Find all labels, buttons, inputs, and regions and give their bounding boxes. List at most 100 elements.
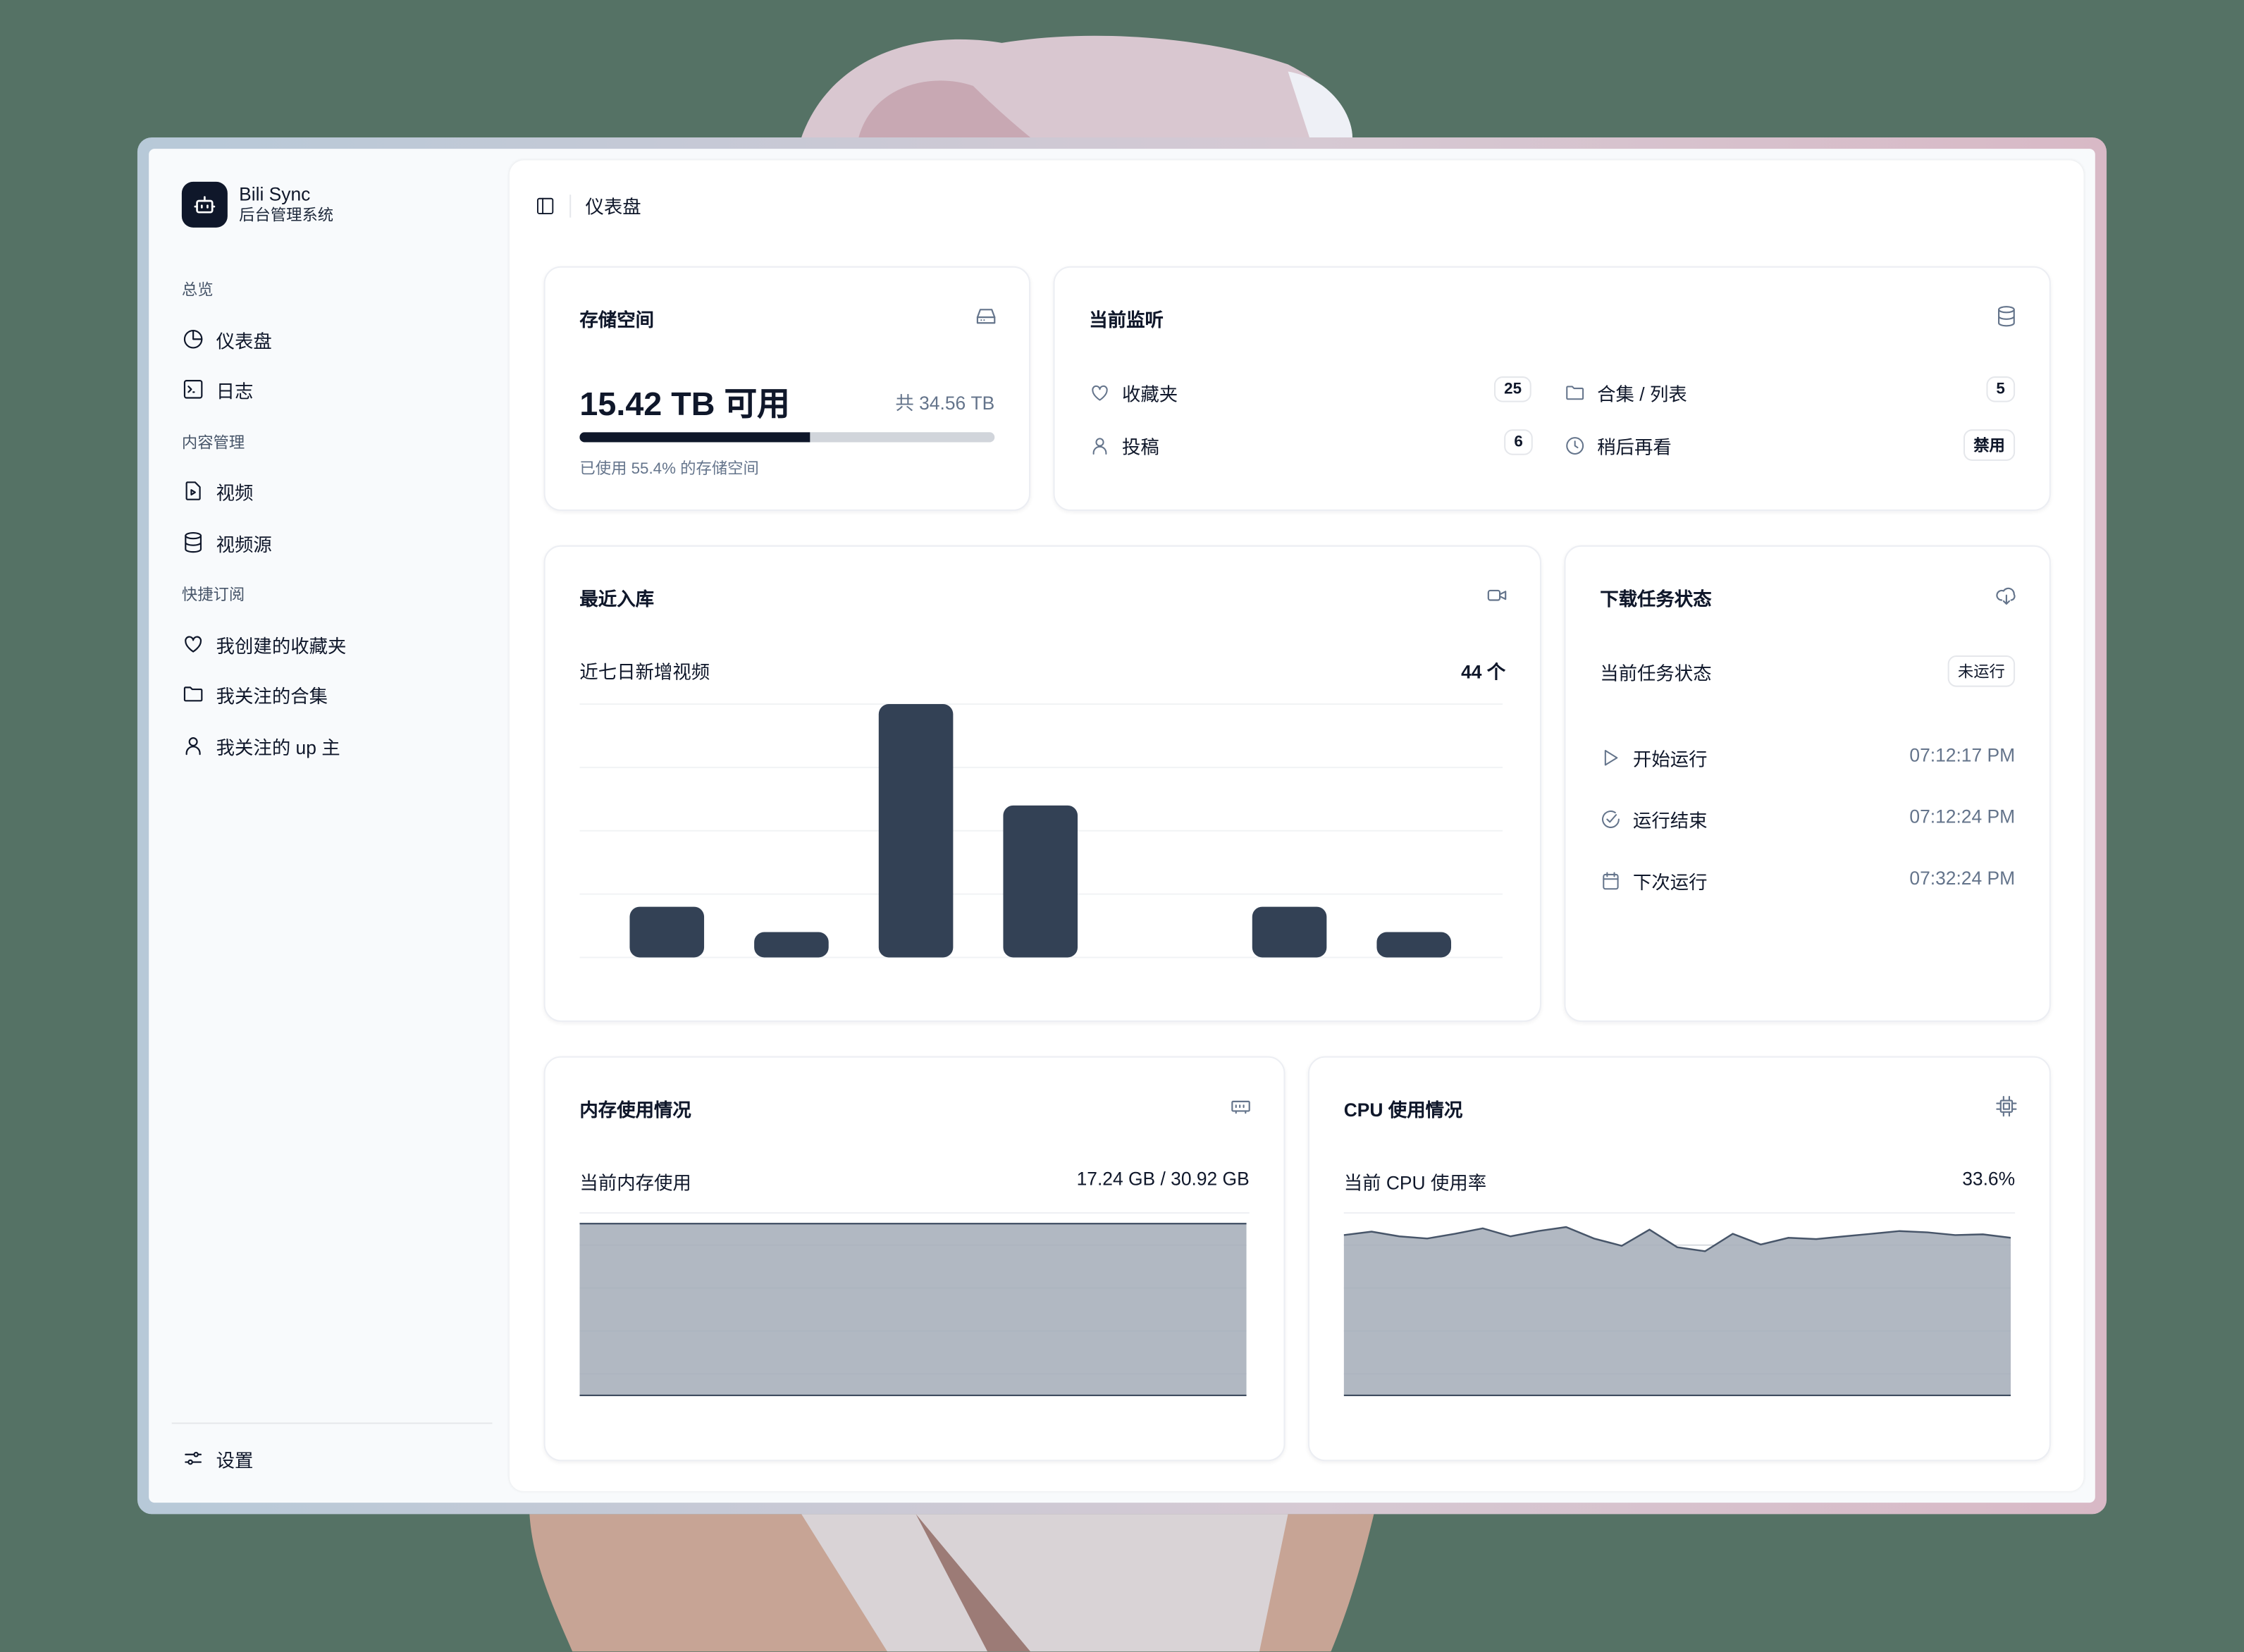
task-status-card: 下载任务状态 当前任务状态 未运行 开始运行 07:12:17 PM 运行结束 … bbox=[1564, 545, 2051, 1022]
card-title: 存储空间 bbox=[579, 309, 655, 331]
sidebar-divider bbox=[171, 1422, 493, 1424]
task-row-start: 开始运行 bbox=[1600, 744, 1708, 772]
group-label-subscriptions: 快捷订阅 bbox=[181, 586, 245, 604]
app-window: Bili Sync 后台管理系统 总览 仪表盘 日志 内容管理 视频 bbox=[137, 137, 2107, 1515]
area-line bbox=[1343, 1226, 2011, 1252]
check-circle-icon bbox=[1602, 810, 1620, 828]
task-row-end: 运行结束 bbox=[1600, 806, 1708, 833]
bar bbox=[754, 932, 829, 958]
video-camera-icon bbox=[1487, 589, 1507, 601]
memory-stick-icon bbox=[1231, 1100, 1250, 1114]
card-title: 当前监听 bbox=[1089, 309, 1164, 331]
sidebar-item-settings[interactable]: 设置 bbox=[182, 1441, 254, 1476]
sidebar-item-followed-collections[interactable]: 我关注的合集 bbox=[182, 677, 328, 711]
task-end-time: 07:12:24 PM bbox=[1909, 806, 2016, 827]
cpu-label: 当前 CPU 使用率 bbox=[1343, 1172, 1487, 1194]
bar bbox=[629, 906, 705, 958]
bar bbox=[1003, 805, 1078, 958]
user-icon bbox=[185, 737, 201, 756]
app-name: Bili Sync bbox=[239, 183, 311, 205]
group-label-content: 内容管理 bbox=[181, 435, 245, 452]
cpu-value: 33.6% bbox=[1962, 1167, 2016, 1190]
monitor-label: 合集 / 列表 bbox=[1597, 383, 1687, 405]
breadcrumb: 仪表盘 bbox=[585, 196, 641, 218]
sidebar-item-logs[interactable]: 日志 bbox=[182, 372, 254, 407]
sidebar-item-label: 我创建的收藏夹 bbox=[216, 634, 347, 657]
sidebar-item-label: 视频 bbox=[216, 481, 254, 503]
monitor-count-badge: 6 bbox=[1504, 429, 1534, 455]
task-row-label: 开始运行 bbox=[1632, 748, 1708, 770]
card-title: CPU 使用情况 bbox=[1343, 1099, 1463, 1121]
storage-used-text: 已使用 55.4% 的存储空间 bbox=[579, 460, 759, 479]
sidebar-item-label: 我关注的 up 主 bbox=[216, 736, 340, 758]
divider bbox=[1343, 1212, 2016, 1214]
task-row-label: 运行结束 bbox=[1632, 810, 1708, 832]
file-video-icon bbox=[185, 481, 201, 500]
area-fill bbox=[1343, 1227, 2011, 1395]
cpu-icon bbox=[1996, 1096, 2017, 1117]
task-start-time: 07:12:17 PM bbox=[1909, 744, 2016, 766]
folder-icon bbox=[183, 686, 203, 702]
recent-count: 44 个 bbox=[1461, 661, 1506, 683]
sidebar-item-followed-uploaders[interactable]: 我关注的 up 主 bbox=[182, 729, 340, 763]
monitor-label: 收藏夹 bbox=[1121, 383, 1178, 405]
storage-available: 15.42 TB 可用 bbox=[579, 385, 790, 423]
main-content: 仪表盘 存储空间 15.42 TB 可用 共 34.56 TB 已使用 55.4… bbox=[509, 160, 2084, 1491]
monitor-card: 当前监听 收藏夹 25 合集 / 列表 5 投稿 6 bbox=[1053, 266, 2051, 511]
storage-card: 存储空间 15.42 TB 可用 共 34.56 TB 已使用 55.4% 的存… bbox=[543, 266, 1031, 511]
memory-label: 当前内存使用 bbox=[579, 1172, 691, 1194]
sidebar-toggle-icon[interactable] bbox=[535, 195, 555, 215]
card-title: 下载任务状态 bbox=[1600, 588, 1712, 610]
task-row-next: 下次运行 bbox=[1600, 868, 1708, 895]
clock-icon bbox=[1566, 437, 1584, 455]
cpu-card: CPU 使用情况 当前 CPU 使用率 33.6% bbox=[1307, 1056, 2051, 1462]
database-icon bbox=[185, 531, 202, 553]
monitor-label: 投稿 bbox=[1121, 436, 1159, 458]
sidebar-item-label: 仪表盘 bbox=[216, 330, 272, 352]
memory-card: 内存使用情况 当前内存使用 17.24 GB / 30.92 GB bbox=[543, 1056, 1286, 1462]
card-title: 最近入库 bbox=[579, 588, 655, 610]
sidebar-item-label: 日志 bbox=[216, 380, 254, 402]
storage-progress-fill bbox=[579, 432, 810, 443]
brand[interactable]: Bili Sync 后台管理系统 bbox=[181, 181, 334, 228]
storage-progress bbox=[579, 432, 995, 443]
memory-value: 17.24 GB / 30.92 GB bbox=[1076, 1167, 1250, 1190]
cloud-download-icon bbox=[1996, 587, 2016, 605]
user-icon bbox=[1092, 438, 1107, 455]
cpu-area-chart bbox=[1343, 1226, 2011, 1396]
folder-icon bbox=[1566, 386, 1584, 400]
sidebar-item-label: 视频源 bbox=[216, 533, 272, 555]
storage-total: 共 34.56 TB bbox=[895, 392, 995, 414]
area-fill bbox=[579, 1223, 1247, 1395]
card-title: 内存使用情况 bbox=[579, 1099, 691, 1121]
sidebar-item-my-favorites[interactable]: 我创建的收藏夹 bbox=[182, 627, 347, 661]
monitor-count-badge: 5 bbox=[1986, 376, 2016, 402]
hard-drive-icon bbox=[976, 309, 996, 324]
memory-area-chart bbox=[579, 1222, 1247, 1396]
header-divider bbox=[569, 194, 572, 217]
task-next-time: 07:32:24 PM bbox=[1909, 867, 2016, 889]
heart-icon bbox=[1092, 385, 1108, 401]
app-subtitle: 后台管理系统 bbox=[239, 207, 334, 225]
monitor-item-favorites[interactable]: 收藏夹 bbox=[1089, 379, 1178, 407]
sidebar-item-label: 设置 bbox=[216, 1448, 254, 1471]
bar bbox=[878, 704, 954, 958]
monitor-item-watch-later[interactable]: 稍后再看 bbox=[1564, 432, 1672, 460]
divider bbox=[579, 1212, 1250, 1214]
sidebar-item-dashboard[interactable]: 仪表盘 bbox=[182, 322, 272, 357]
sidebar: Bili Sync 后台管理系统 总览 仪表盘 日志 内容管理 视频 bbox=[149, 149, 510, 1503]
heart-icon bbox=[185, 636, 202, 653]
monitor-status-badge: 禁用 bbox=[1963, 429, 2016, 461]
sidebar-item-videos[interactable]: 视频 bbox=[182, 474, 254, 508]
monitor-label: 稍后再看 bbox=[1597, 436, 1672, 458]
database-icon bbox=[1997, 306, 2015, 327]
sidebar-item-video-sources[interactable]: 视频源 bbox=[182, 525, 272, 560]
monitor-item-collections[interactable]: 合集 / 列表 bbox=[1564, 379, 1687, 407]
recent-videos-card: 最近入库 近七日新增视频 44 个 bbox=[543, 545, 1541, 1022]
monitor-item-submissions[interactable]: 投稿 bbox=[1089, 432, 1159, 460]
task-status-badge: 未运行 bbox=[1947, 655, 2016, 687]
task-status-label: 当前任务状态 bbox=[1600, 662, 1712, 684]
pie-chart-icon bbox=[183, 329, 203, 349]
recent-videos-bar-chart bbox=[579, 703, 1503, 958]
bar bbox=[1252, 906, 1327, 958]
